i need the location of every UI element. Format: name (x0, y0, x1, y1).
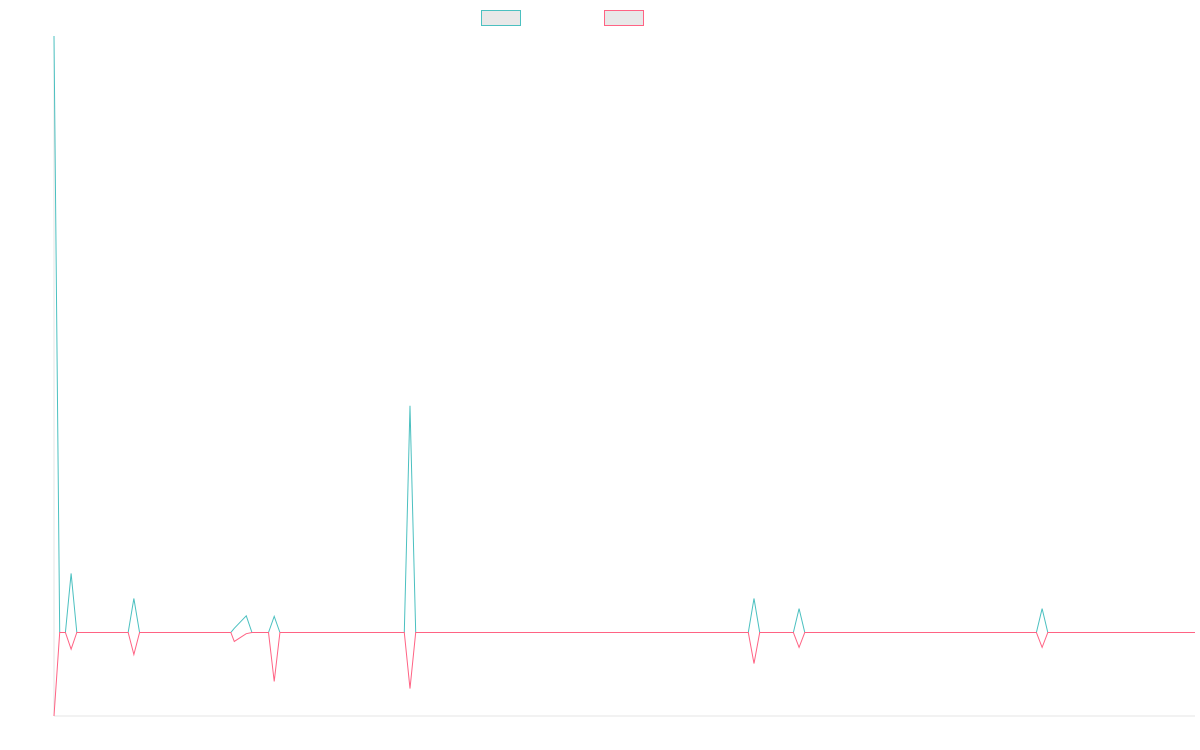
line-series (53, 35, 1195, 633)
legend-swatch (604, 10, 644, 26)
line-series (53, 631, 1195, 717)
legend-swatch (481, 10, 521, 26)
